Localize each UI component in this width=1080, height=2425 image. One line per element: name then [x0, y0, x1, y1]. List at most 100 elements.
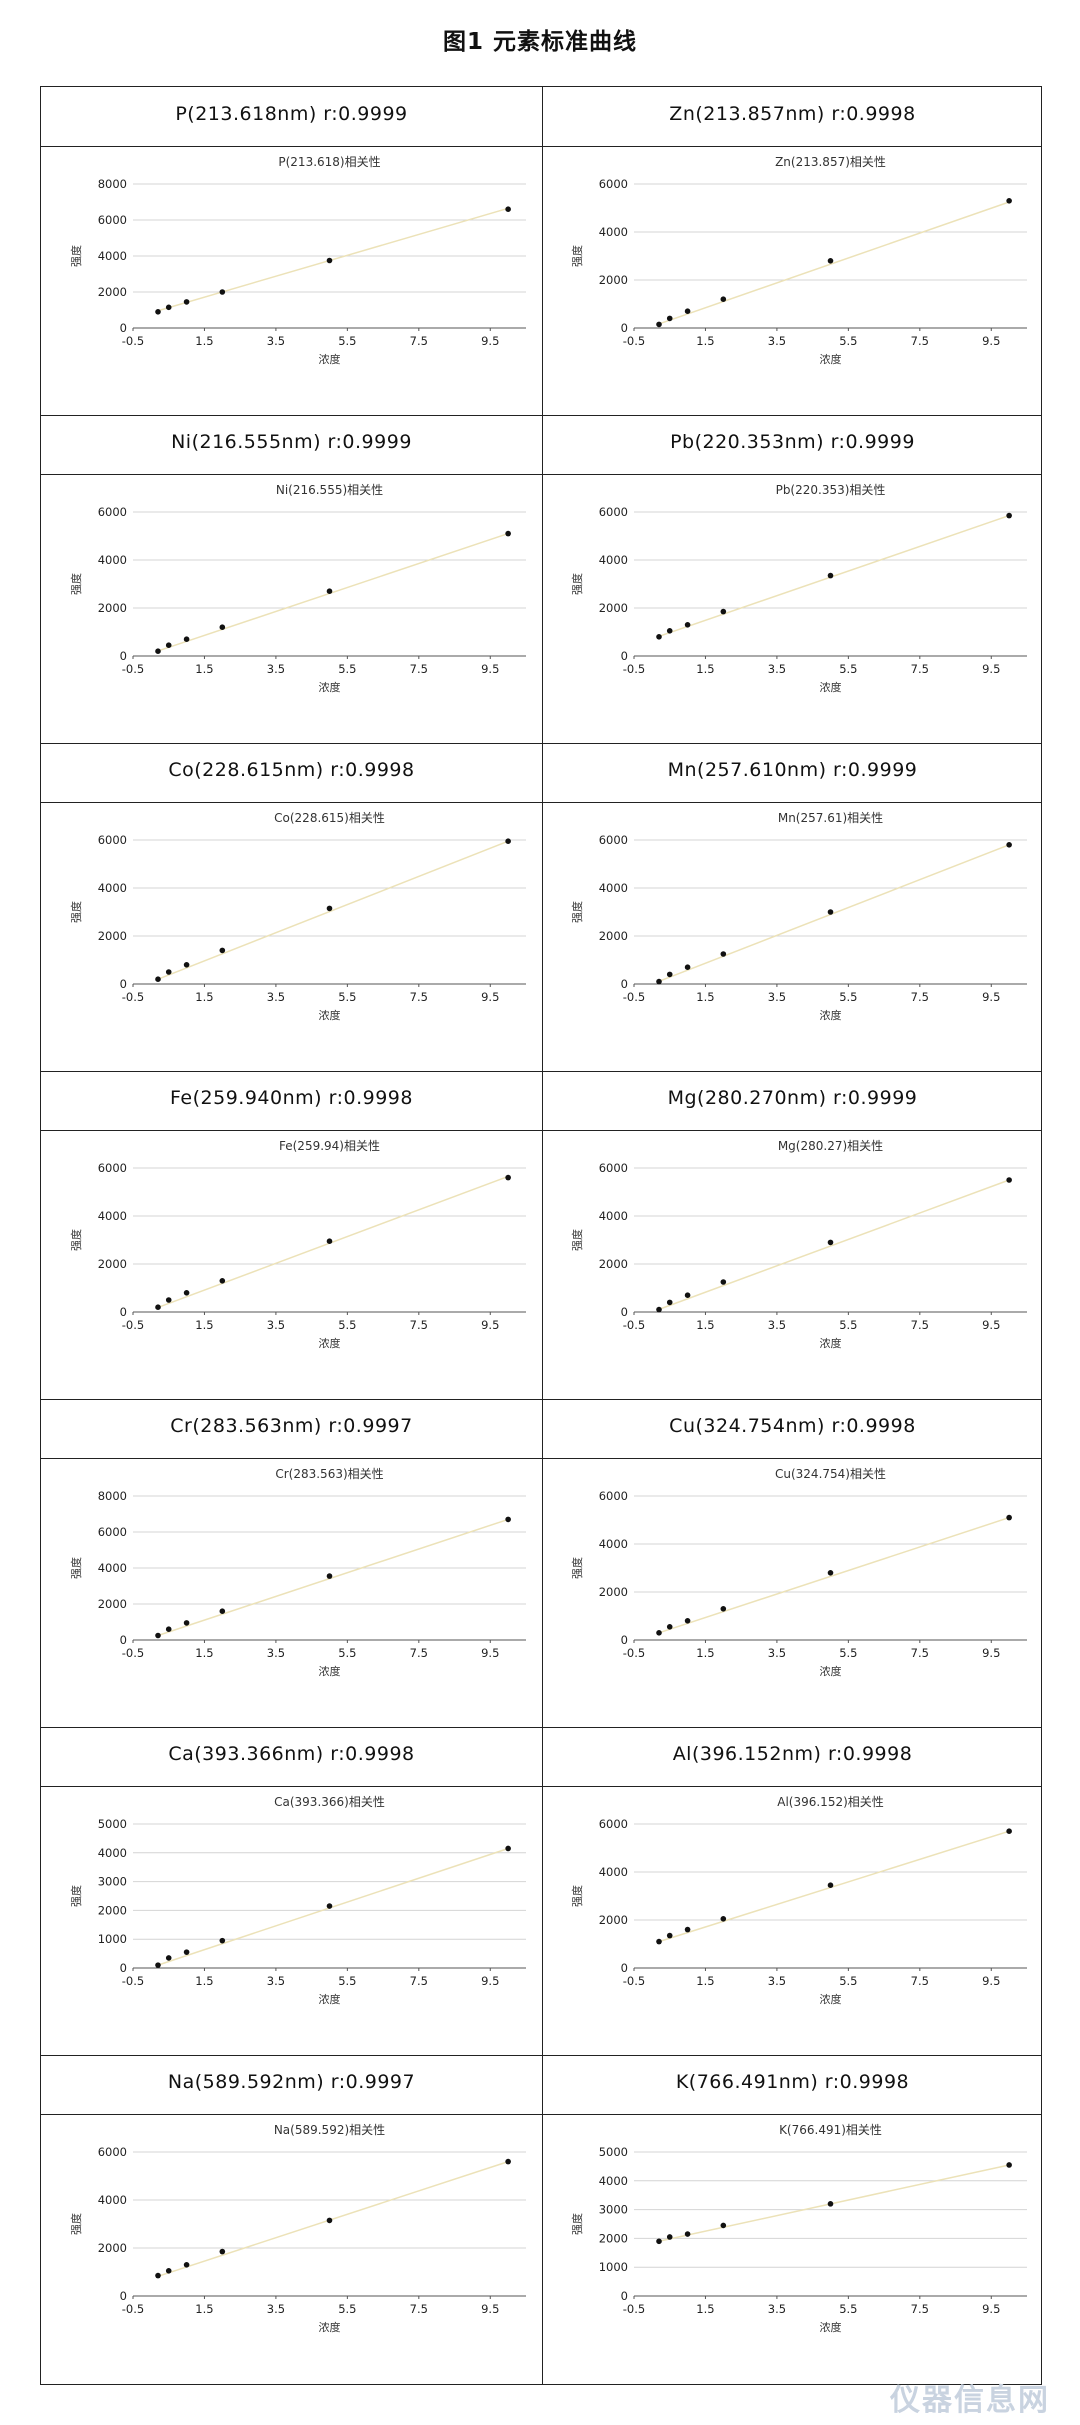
x-tick-label: 3.5 [768, 990, 786, 1004]
x-tick-label: 9.5 [481, 334, 499, 348]
y-axis-label: 强度 [69, 245, 83, 267]
data-point [666, 628, 673, 634]
scatter-chart: Mn(257.61)相关性 0 2000 4000 6000 -0.5 1.5 3.5 5.5 7… [570, 811, 1027, 1022]
data-point [684, 622, 691, 628]
trendline [157, 840, 509, 980]
y-tick-label: 0 [120, 649, 127, 663]
data-point [505, 1845, 511, 1852]
y-tick-label: 3000 [599, 2203, 628, 2217]
chart-header: Mn(257.610nm) r:0.9999 [667, 759, 918, 781]
chart-title: Pb(220.353)相关性 [776, 483, 886, 497]
chart-header: K(766.491nm) r:0.9998 [675, 2071, 910, 2093]
data-point [827, 1882, 834, 1888]
data-point [326, 1903, 333, 1909]
y-tick-label: 4000 [599, 553, 628, 567]
watermark-logo: 仪器信息网 [890, 2383, 1050, 2418]
x-tick-label: 5.5 [839, 1974, 857, 1988]
x-tick-label: 1.5 [195, 334, 213, 348]
y-axis-label: 强度 [69, 1885, 83, 1907]
chart-title: Cu(324.754)相关性 [775, 1467, 886, 1481]
chart-title: Mn(257.61)相关性 [778, 811, 883, 825]
x-tick-label: 9.5 [982, 662, 1000, 676]
x-axis-label: 浓度 [820, 1664, 842, 1678]
x-tick-label: 5.5 [839, 2302, 857, 2316]
y-tick-label: 6000 [599, 1489, 628, 1503]
trendline [658, 1830, 1010, 1943]
x-tick-label: -0.5 [623, 334, 645, 348]
x-tick-label: 9.5 [982, 2302, 1000, 2316]
data-point [155, 1632, 161, 1639]
x-tick-label: 5.5 [338, 334, 356, 348]
data-point [505, 530, 511, 537]
y-tick-label: 4000 [98, 249, 127, 263]
data-point [183, 1290, 190, 1296]
header-divider [41, 146, 1041, 147]
scatter-chart: Zn(213.857)相关性 0 2000 4000 6000 -0.5 1.5 3.5 5.5… [570, 155, 1027, 366]
data-point [720, 2222, 727, 2229]
scatter-chart: Ca(393.366)相关性 0 1000 2000 3000 4000 5000 -0.5 1… [69, 1795, 526, 2006]
data-point [666, 1624, 673, 1630]
data-point [684, 1618, 691, 1624]
x-tick-label: 1.5 [195, 1974, 213, 1988]
y-tick-label: 2000 [98, 1903, 127, 1917]
y-axis-label: 强度 [570, 2213, 584, 2235]
data-point [219, 1608, 226, 1614]
x-tick-label: 3.5 [267, 1974, 285, 1988]
y-tick-label: 8000 [98, 1489, 127, 1503]
data-point [183, 299, 190, 305]
y-tick-label: 8000 [98, 177, 127, 191]
y-tick-label: 5000 [599, 2145, 628, 2159]
y-axis-label: 强度 [570, 1557, 584, 1579]
x-tick-label: 3.5 [267, 662, 285, 676]
y-tick-label: 0 [120, 1633, 127, 1647]
data-point [666, 2234, 673, 2240]
chart-header: Ca(393.366nm) r:0.9998 [168, 1743, 415, 1765]
data-point [720, 1606, 727, 1612]
chart-title: Co(228.615)相关性 [274, 811, 385, 825]
data-point [656, 634, 662, 640]
x-axis-label: 浓度 [820, 352, 842, 366]
x-tick-label: 9.5 [481, 1646, 499, 1660]
y-tick-label: 6000 [98, 1161, 127, 1175]
x-tick-label: 1.5 [696, 2302, 714, 2316]
x-tick-label: 1.5 [195, 990, 213, 1004]
data-point [165, 1297, 172, 1303]
x-tick-label: 7.5 [911, 2302, 929, 2316]
chart-header: Zn(213.857nm) r:0.9998 [669, 103, 916, 125]
x-tick-label: 3.5 [768, 334, 786, 348]
data-point [666, 1299, 673, 1306]
y-tick-label: 0 [120, 1961, 127, 1975]
y-axis-label: 强度 [570, 245, 584, 267]
y-tick-label: 4000 [599, 1865, 628, 1879]
scatter-chart: Al(396.152)相关性 0 2000 4000 6000 -0.5 1.5 3.5 5.5… [570, 1795, 1027, 2006]
y-tick-label: 4000 [599, 225, 628, 239]
data-point [165, 304, 172, 311]
x-tick-label: 7.5 [911, 334, 929, 348]
x-tick-label: 7.5 [410, 334, 428, 348]
data-point [505, 2158, 511, 2165]
chart-title: Cr(283.563)相关性 [275, 1467, 383, 1481]
chart-title: P(213.618)相关性 [278, 155, 380, 169]
data-point [827, 258, 834, 264]
x-tick-label: 3.5 [267, 334, 285, 348]
data-point [827, 909, 834, 915]
data-point [666, 1932, 673, 1939]
data-point [666, 315, 673, 322]
x-tick-label: 3.5 [267, 2302, 285, 2316]
x-tick-label: 5.5 [338, 662, 356, 676]
y-tick-label: 2000 [599, 2231, 628, 2245]
row-divider [41, 1399, 1041, 1400]
data-point [656, 978, 662, 985]
x-axis-label: 浓度 [820, 1336, 842, 1350]
x-tick-label: 3.5 [768, 662, 786, 676]
chart-title: Ca(393.366)相关性 [274, 1795, 385, 1809]
x-axis-label: 浓度 [319, 1008, 341, 1022]
chart-header: Cu(324.754nm) r:0.9998 [669, 1415, 916, 1437]
data-point [720, 951, 727, 957]
scatter-chart: Fe(259.94)相关性 0 2000 4000 6000 -0.5 1.5 3.5 5.5 7… [69, 1139, 526, 1350]
x-tick-label: 5.5 [839, 1318, 857, 1332]
x-tick-label: 1.5 [696, 334, 714, 348]
data-point [183, 962, 190, 968]
chart-title: Mg(280.27)相关性 [778, 1139, 883, 1153]
y-axis-label: 强度 [69, 1229, 83, 1251]
